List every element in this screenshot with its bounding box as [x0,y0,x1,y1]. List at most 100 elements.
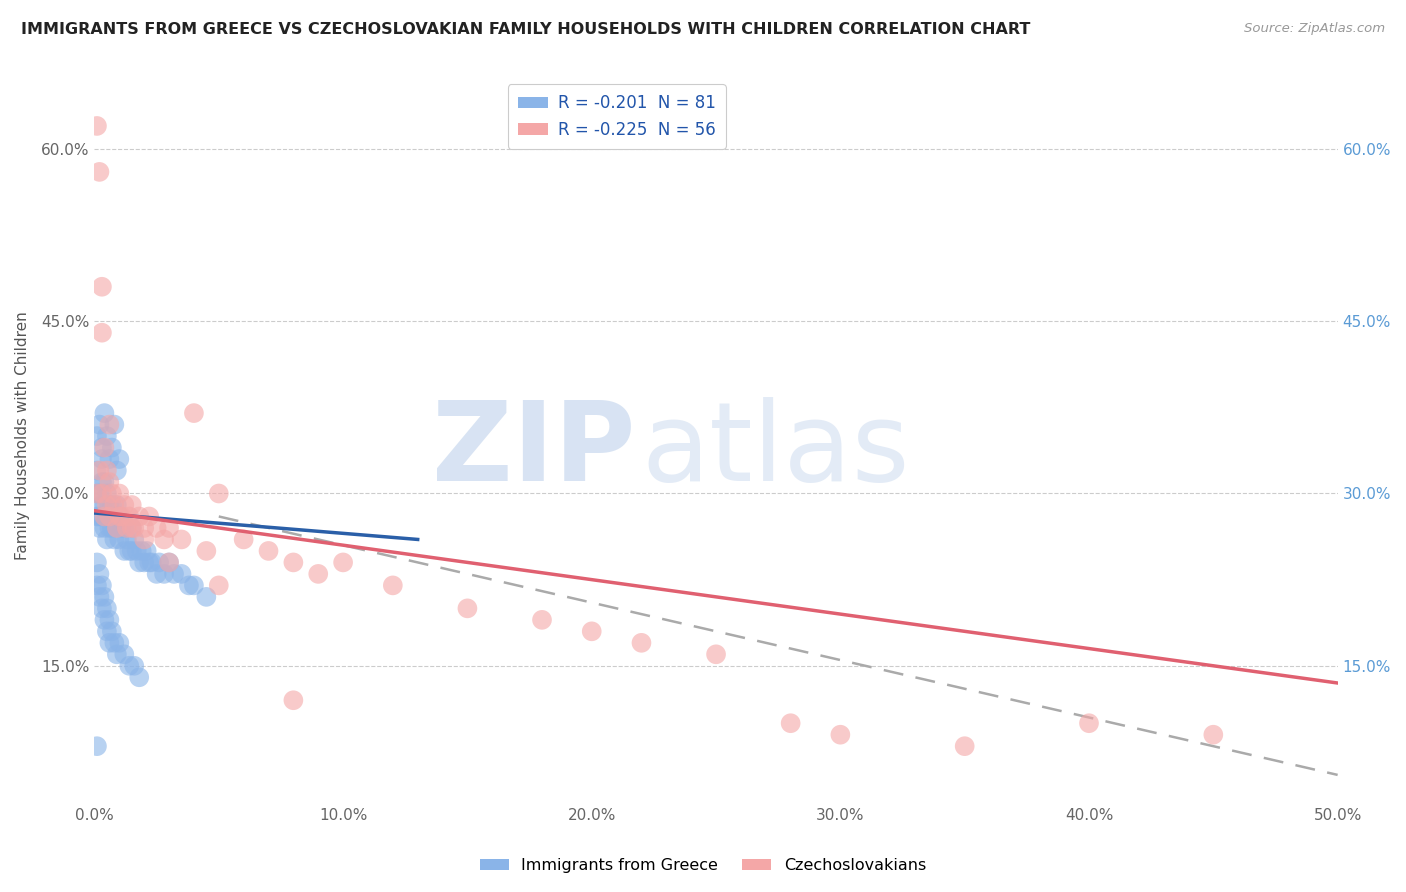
Text: IMMIGRANTS FROM GREECE VS CZECHOSLOVAKIAN FAMILY HOUSEHOLDS WITH CHILDREN CORREL: IMMIGRANTS FROM GREECE VS CZECHOSLOVAKIA… [21,22,1031,37]
Point [1202,728,1225,742]
Point [96,463,118,477]
Point [98,636,121,650]
Point [101,521,124,535]
Point [98,417,121,432]
Point [93,509,115,524]
Point [332,556,354,570]
Point [283,556,305,570]
Point [157,521,180,535]
Point [89,417,111,432]
Point [183,578,205,592]
Point [103,533,125,547]
Point [105,648,128,662]
Text: Source: ZipAtlas.com: Source: ZipAtlas.com [1244,22,1385,36]
Point [779,716,801,731]
Point [232,533,254,547]
Point [101,486,124,500]
Point [96,624,118,639]
Point [96,498,118,512]
Point [89,521,111,535]
Point [96,533,118,547]
Point [98,509,121,524]
Point [98,498,121,512]
Point [704,648,727,662]
Point [122,521,145,535]
Point [108,486,131,500]
Point [86,739,108,754]
Point [134,556,156,570]
Point [111,509,134,524]
Point [121,544,143,558]
Point [118,658,141,673]
Point [93,406,115,420]
Point [177,578,200,592]
Point [108,509,131,524]
Point [89,165,111,179]
Point [103,498,125,512]
Y-axis label: Family Households with Children: Family Households with Children [15,311,30,560]
Point [93,475,115,489]
Point [112,544,135,558]
Point [195,544,218,558]
Legend: R = -0.201  N = 81, R = -0.225  N = 56: R = -0.201 N = 81, R = -0.225 N = 56 [508,84,725,149]
Point [128,509,150,524]
Point [93,441,115,455]
Point [170,566,193,581]
Point [121,521,143,535]
Point [112,498,135,512]
Point [86,429,108,443]
Point [89,486,111,500]
Point [93,590,115,604]
Point [93,613,115,627]
Point [157,556,180,570]
Point [153,566,176,581]
Point [93,521,115,535]
Point [98,475,121,489]
Point [86,486,108,500]
Point [170,533,193,547]
Point [86,578,108,592]
Point [283,693,305,707]
Point [105,521,128,535]
Point [125,544,148,558]
Point [101,498,124,512]
Point [157,556,180,570]
Point [96,601,118,615]
Text: ZIP: ZIP [432,397,636,504]
Point [122,658,145,673]
Point [141,556,163,570]
Point [90,326,112,340]
Point [96,429,118,443]
Point [101,624,124,639]
Point [90,441,112,455]
Point [98,452,121,467]
Point [90,601,112,615]
Point [108,636,131,650]
Point [90,279,112,293]
Point [128,556,150,570]
Point [90,486,112,500]
Point [128,670,150,684]
Point [115,533,138,547]
Point [183,406,205,420]
Point [530,613,553,627]
Point [89,590,111,604]
Point [122,533,145,547]
Point [1078,716,1101,731]
Point [86,556,108,570]
Point [111,521,134,535]
Point [90,498,112,512]
Point [93,498,115,512]
Point [138,556,160,570]
Point [830,728,852,742]
Point [953,739,976,754]
Point [105,498,128,512]
Point [90,509,112,524]
Point [105,521,128,535]
Point [163,566,186,581]
Point [115,521,138,535]
Point [86,463,108,477]
Text: atlas: atlas [641,397,910,504]
Point [307,566,329,581]
Point [257,544,280,558]
